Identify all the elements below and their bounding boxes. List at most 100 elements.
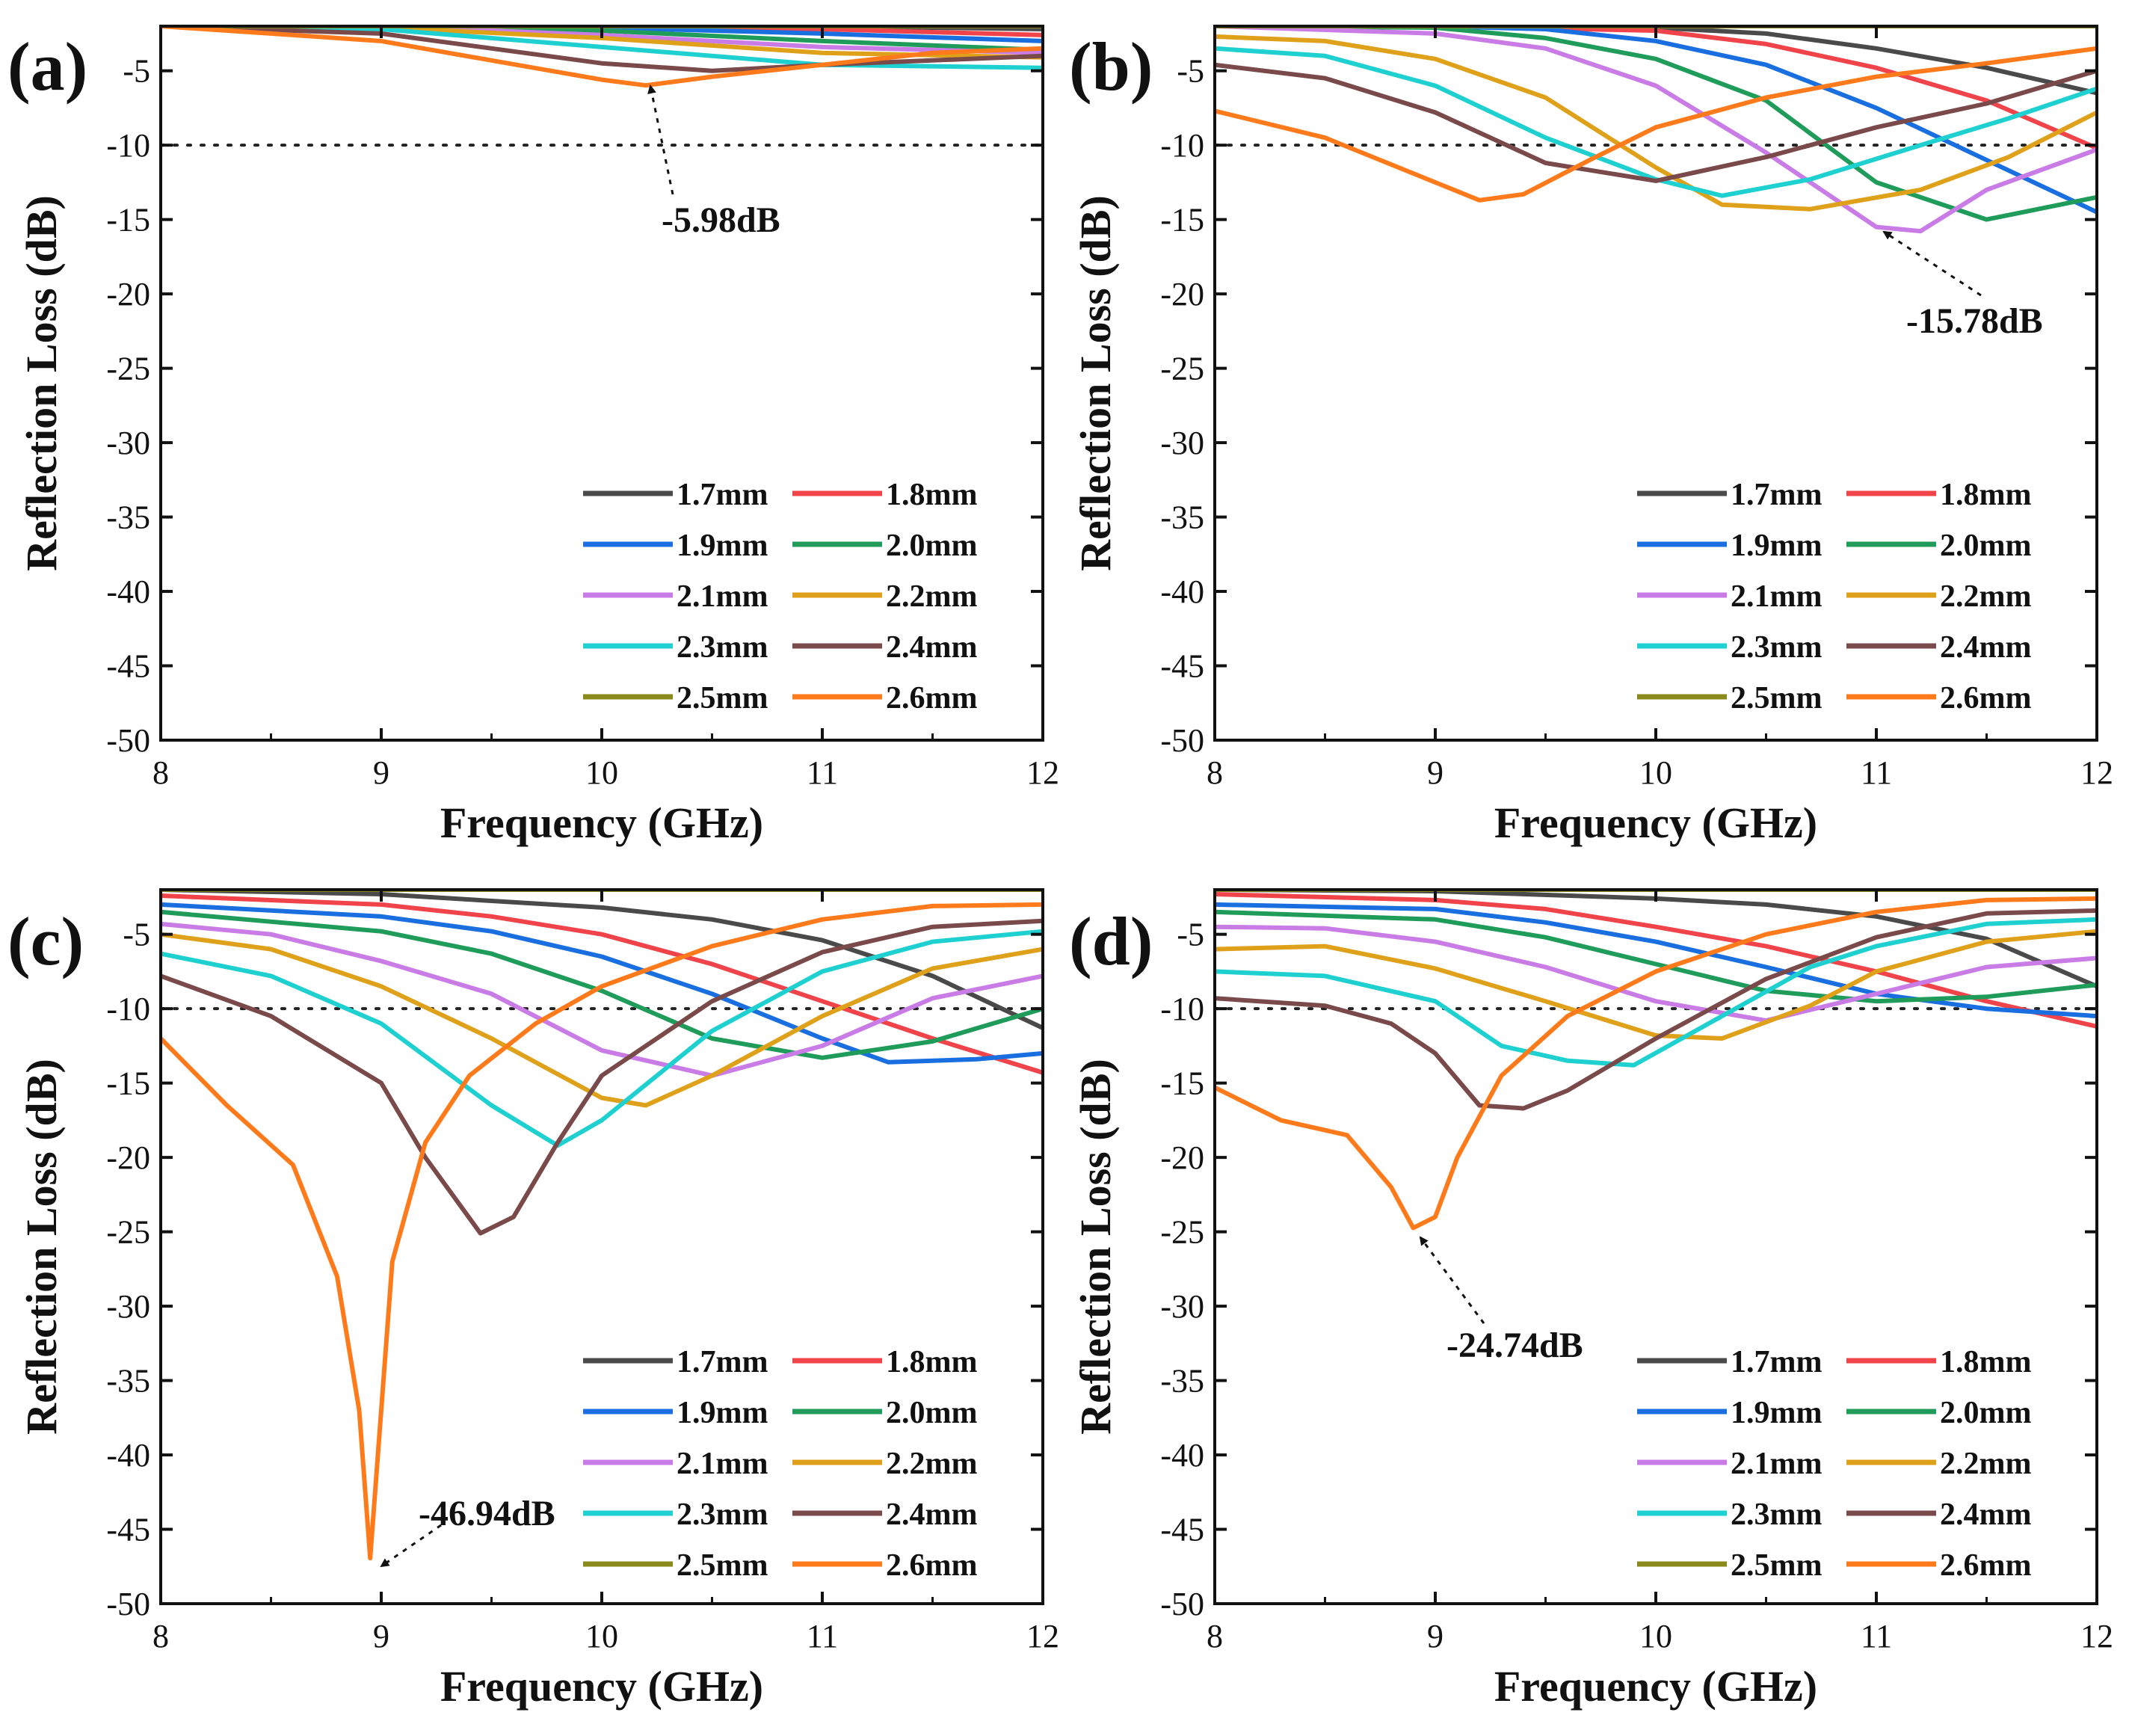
legend-label: 2.2mm [1940, 1447, 2031, 1481]
legend-label: 1.9mm [1731, 529, 1822, 563]
legend-label: 2.3mm [1731, 1498, 1822, 1532]
legend-label: 2.2mm [1940, 579, 2031, 614]
series-line-2.6mm [1215, 896, 2097, 1231]
x-tick-label: 8 [1207, 1618, 1223, 1655]
legend-label: 1.9mm [1731, 1396, 1822, 1430]
legend-label: 1.8mm [886, 478, 977, 512]
series-line-2.0mm [1215, 26, 2097, 222]
y-tick-label: -15 [106, 202, 150, 238]
y-tick-label: -25 [1160, 1214, 1204, 1251]
x-tick-label: 10 [585, 754, 618, 791]
series-line-1.8mm [1215, 26, 2097, 151]
legend-label: 2.1mm [1731, 579, 1822, 614]
y-tick-label: -45 [1160, 648, 1204, 685]
series-group [1215, 890, 2097, 1231]
x-tick-label: 9 [1427, 754, 1444, 791]
y-tick-label: -25 [1160, 351, 1204, 387]
legend-label: 2.4mm [1940, 630, 2031, 665]
series-line-2.1mm [161, 921, 1043, 1078]
chart-panel-1: (a) 8 9 10 11 12 -5 -10 -15 -20 -25 -30 -35 -40 -45 -50… [7, 25, 1059, 847]
y-tick-label: -45 [106, 648, 150, 685]
x-tick-label: 10 [585, 1618, 618, 1655]
y-tick-label: -20 [1160, 276, 1204, 313]
legend-label: 2.1mm [1731, 1447, 1822, 1481]
series-line-1.8mm [161, 893, 1043, 1075]
series-group [161, 890, 1043, 1561]
legend-label: 2.5mm [1731, 681, 1822, 715]
x-tick-label: 11 [807, 1618, 838, 1655]
y-tick-label: -20 [106, 1139, 150, 1176]
legend-label: 2.4mm [886, 630, 977, 665]
legend: 1.7mm 1.8mm 1.9mm 2.0mm 2.1mm 2.2mm 2.3mm 2.4mm… [583, 478, 977, 715]
y-tick-label: -50 [1160, 1586, 1204, 1622]
legend: 1.7mm 1.8mm 1.9mm 2.0mm 2.1mm 2.2mm 2.3mm 2.4mm… [1637, 478, 2031, 715]
legend-label: 1.7mm [677, 478, 768, 512]
annotation-label: -24.74dB [1446, 1326, 1583, 1365]
y-tick-label: -50 [106, 1586, 150, 1622]
y-tick-label: -30 [106, 1288, 150, 1325]
y-tick-label: -5 [1177, 53, 1204, 90]
series-line-2.4mm [161, 26, 1043, 73]
series-line-2.4mm [161, 918, 1043, 1236]
legend-label: 2.4mm [886, 1498, 977, 1532]
legend-label: 1.9mm [677, 529, 768, 563]
legend-label: 1.8mm [886, 1345, 977, 1379]
series-line-2.0mm [1215, 909, 2097, 1004]
y-tick-label: -25 [106, 1214, 150, 1251]
legend-label: 2.6mm [1940, 1548, 2031, 1583]
series-line-1.7mm [1215, 26, 2097, 96]
y-tick-label: -5 [123, 53, 150, 90]
legend-label: 2.1mm [677, 1447, 768, 1481]
legend-label: 1.7mm [1731, 1345, 1822, 1379]
series-line-2.3mm [161, 929, 1043, 1148]
legend-label: 2.0mm [886, 529, 977, 563]
y-tick-label: -5 [123, 917, 150, 953]
x-tick-label: 10 [1639, 754, 1672, 791]
y-axis-title: Reflection Loss (dB) [1071, 1059, 1120, 1435]
annotation-label: -46.94dB [419, 1494, 555, 1533]
y-tick-label: -45 [106, 1512, 150, 1548]
x-tick-label: 11 [1861, 1618, 1892, 1655]
x-tick-label: 10 [1639, 1618, 1672, 1655]
series-line-2.4mm [1215, 908, 2097, 1111]
y-tick-label: -10 [1160, 127, 1204, 164]
series-group [1215, 26, 2097, 234]
y-axis-title: Reflection Loss (dB) [1071, 195, 1120, 571]
legend-label: 1.9mm [677, 1396, 768, 1430]
legend-label: 2.3mm [677, 1498, 768, 1532]
x-tick-label: 8 [152, 1618, 169, 1655]
x-tick-label: 9 [1427, 1618, 1444, 1655]
series-line-2.1mm [1215, 924, 2097, 1024]
y-tick-label: -10 [1160, 991, 1204, 1027]
legend: 1.7mm 1.8mm 1.9mm 2.0mm 2.1mm 2.2mm 2.3mm 2.4mm… [1637, 1345, 2031, 1583]
legend-label: 2.5mm [677, 1548, 768, 1583]
x-tick-label: 11 [807, 754, 838, 791]
annotation-arrow [647, 84, 674, 195]
annotation-label: -15.78dB [1906, 301, 2043, 341]
x-axis-title: Frequency (GHz) [440, 798, 763, 847]
y-tick-label: -50 [106, 722, 150, 759]
y-axis-title: Reflection Loss (dB) [17, 1059, 66, 1435]
x-tick-label: 12 [1026, 1618, 1059, 1655]
series-line-2.1mm [1215, 26, 2097, 234]
y-tick-label: -20 [106, 276, 150, 313]
y-tick-label: -30 [1160, 425, 1204, 461]
y-tick-label: -40 [106, 573, 150, 610]
series-line-2.2mm [161, 932, 1043, 1108]
legend-label: 2.0mm [1940, 1396, 2031, 1430]
chart-panel-4: (d) 8 9 10 11 12 -5 -10 -15 -20 -25 -30 -35 -40 -45 -50… [1069, 888, 2113, 1711]
x-tick-label: 12 [2080, 1618, 2113, 1655]
legend-label: 2.6mm [886, 1548, 977, 1583]
y-tick-label: -15 [1160, 1065, 1204, 1102]
series-line-2.2mm [1215, 929, 2097, 1041]
y-tick-label: -30 [106, 425, 150, 461]
series-line-1.9mm [161, 902, 1043, 1065]
annotation-arrow [1419, 1236, 1485, 1324]
x-tick-label: 8 [1207, 754, 1223, 791]
legend-label: 2.1mm [677, 579, 768, 614]
legend-label: 1.7mm [677, 1345, 768, 1379]
panel-label: (b) [1069, 28, 1153, 105]
y-tick-label: -45 [1160, 1512, 1204, 1548]
